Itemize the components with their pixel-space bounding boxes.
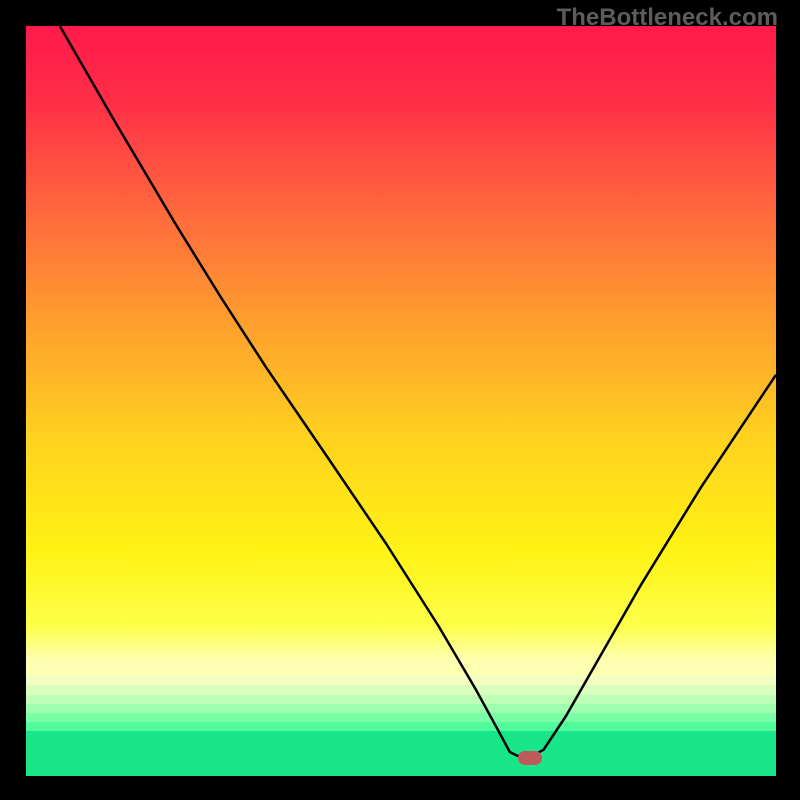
curve-path	[60, 26, 776, 756]
chart-root: TheBottleneck.com	[0, 0, 800, 800]
optimum-marker	[518, 751, 542, 765]
watermark-text: TheBottleneck.com	[557, 4, 778, 32]
bottleneck-curve	[0, 0, 800, 800]
